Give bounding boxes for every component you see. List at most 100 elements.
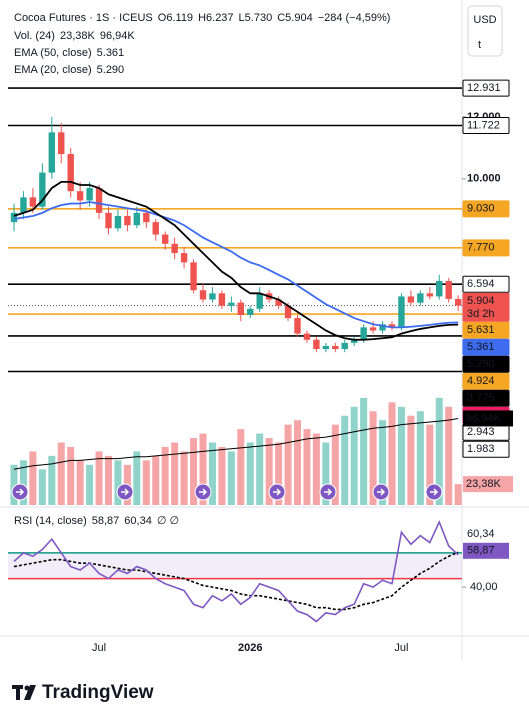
- price-label-box: [462, 275, 510, 293]
- currency: USD: [473, 14, 496, 26]
- candle-body: [48, 132, 55, 173]
- candle-body: [58, 132, 65, 155]
- volume-label-box: [463, 476, 513, 493]
- unit-button[interactable]: t: [478, 39, 481, 51]
- price-label-text: 1.983: [467, 443, 495, 455]
- rsi-tick-label: 40,00: [470, 581, 498, 593]
- volume-bar: [350, 406, 358, 505]
- candle-body: [199, 290, 207, 300]
- volume-bar: [218, 446, 226, 505]
- price-label-text: 4.924: [467, 375, 495, 387]
- candle-body: [341, 342, 348, 350]
- price-label-text: 5.290: [467, 358, 495, 370]
- volume-bar: [265, 438, 273, 505]
- x-tick-label: 2026: [238, 642, 262, 654]
- price-label-text: 5.361: [467, 341, 495, 353]
- volume-bar: [152, 455, 160, 505]
- candle-body: [218, 293, 226, 306]
- currency-box[interactable]: [467, 5, 503, 57]
- candle-body: [256, 293, 263, 309]
- countdown: 3d 2h: [467, 308, 495, 320]
- candle-body: [332, 345, 339, 350]
- price-label: 2.943: [462, 423, 510, 441]
- legend-key: O: [158, 12, 167, 24]
- legend-value: 6.237: [206, 12, 234, 24]
- candle-body: [313, 339, 320, 350]
- volume-bar: [294, 420, 301, 505]
- volume-bar: [19, 460, 27, 505]
- candle-body: [86, 188, 93, 201]
- volume-bar: [161, 446, 169, 505]
- x-tick-label: Jul: [394, 642, 408, 654]
- volume-bar: [133, 451, 141, 505]
- price-label-text: 12.931: [467, 82, 501, 94]
- candle-body: [228, 302, 235, 306]
- price-label: 5.361: [462, 338, 510, 356]
- candle-body: [76, 191, 84, 201]
- volume-bar: [171, 442, 179, 505]
- candle-body: [143, 212, 150, 223]
- volume-bar: [322, 442, 330, 505]
- price-label: 9.030: [462, 200, 510, 218]
- event-icon[interactable]: [319, 483, 337, 501]
- legend-value: 5.361: [97, 47, 125, 59]
- volume-bar: [57, 442, 65, 505]
- price-label-text: 5.904: [467, 295, 495, 307]
- candle-body: [398, 296, 405, 328]
- event-arrow: [199, 488, 208, 496]
- candle-body: [407, 296, 415, 303]
- candle-body: [454, 298, 462, 306]
- price-label-box: [462, 372, 510, 390]
- brand: TradingView: [42, 682, 154, 703]
- event-arrow: [377, 488, 386, 496]
- event-icon[interactable]: [372, 483, 390, 501]
- volume-bar: [246, 442, 254, 505]
- event-icon[interactable]: [11, 483, 29, 501]
- volume-bar: [312, 433, 320, 505]
- event-icon[interactable]: [425, 483, 443, 501]
- candle-body: [124, 215, 131, 226]
- candle-body: [284, 305, 292, 319]
- price-label-text: 9.030: [467, 203, 495, 215]
- price-label-box: [462, 321, 510, 339]
- volume-ma-value: 96,94K: [100, 30, 136, 42]
- candle-body: [162, 234, 169, 244]
- volume-bar: [360, 397, 368, 505]
- y-tick-label: 10.000: [467, 173, 501, 185]
- volume-bar: [199, 433, 207, 505]
- event-icon[interactable]: [116, 483, 134, 501]
- volume-bar: [284, 424, 292, 505]
- price-label-box: [462, 440, 510, 458]
- price-label-box: [462, 200, 510, 218]
- candle-body: [379, 324, 386, 331]
- candle-body: [180, 253, 188, 263]
- title: Cocoa Futures · 1S · ICEUS: [14, 12, 153, 24]
- volume-bar: [369, 411, 377, 505]
- volume-label: 96,94K: [466, 412, 502, 424]
- event-icon[interactable]: [268, 483, 286, 501]
- rsi-label-box: [463, 542, 509, 559]
- volume-bar: [95, 451, 103, 505]
- volume-label-box: [463, 410, 513, 427]
- rsi-ma-line: [13, 551, 459, 611]
- candle-body: [20, 197, 27, 213]
- candle-body: [275, 299, 282, 306]
- volume-bar: [303, 429, 311, 505]
- candle-body: [417, 293, 424, 303]
- event-icon[interactable]: [194, 483, 212, 501]
- price-label: 1.983: [462, 440, 510, 458]
- volume-bar: [76, 460, 84, 505]
- volume-bar: [105, 455, 112, 505]
- volume-bar: [114, 460, 122, 505]
- rsi-value: 58,87: [92, 515, 120, 527]
- candle-body: [105, 212, 112, 229]
- volume-bar: [416, 411, 424, 505]
- price-label-text: 11.722: [467, 119, 500, 131]
- price-label: 5.290: [462, 355, 510, 373]
- event-arrow: [430, 488, 439, 496]
- volume-name: Vol. (24): [14, 30, 55, 42]
- price-label: 4.924: [462, 372, 510, 390]
- event-arrow: [121, 488, 130, 496]
- volume-bar: [331, 424, 339, 505]
- x-tick-label: Jul: [92, 642, 106, 654]
